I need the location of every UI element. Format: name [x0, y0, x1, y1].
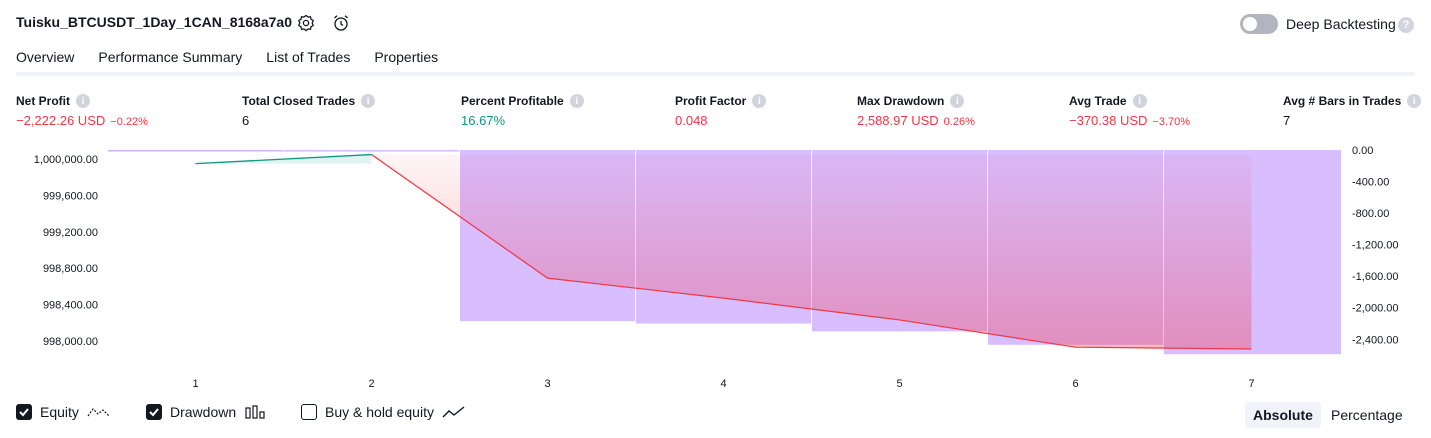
tab-properties[interactable]: Properties — [374, 49, 439, 65]
metric-label: Total Closed Trades — [242, 94, 356, 108]
metric-label: Net Profit — [16, 94, 70, 108]
equity-line-up — [195, 153, 372, 165]
tab-bar: Overview Performance Summary List of Tra… — [16, 49, 439, 76]
equity-label: Equity — [40, 404, 79, 420]
y-right-tick-label: 0.00 — [1352, 145, 1373, 157]
help-icon[interactable]: i — [361, 94, 376, 108]
help-icon[interactable]: i — [569, 94, 584, 108]
y-left-tick-label: 998,000.00 — [43, 336, 98, 348]
x-tick-label: 4 — [720, 378, 726, 390]
equity-gain-area — [195, 154, 372, 164]
tab-list-of-trades[interactable]: List of Trades — [266, 49, 351, 65]
y-right-tick-label: -1,200.00 — [1352, 240, 1398, 252]
tab-performance-summary[interactable]: Performance Summary — [98, 49, 243, 65]
deep-backtesting-label: Deep Backtesting — [1286, 16, 1396, 32]
help-icon[interactable]: i — [1132, 94, 1147, 108]
equity-drawdown-area — [371, 154, 1252, 350]
x-tick-label: 3 — [544, 378, 550, 390]
y-left-tick-label: 999,200.00 — [43, 227, 98, 239]
metric-percent-profitable: Percent Profitable i 16.67% — [461, 94, 584, 128]
metric-percent: −0.22% — [110, 116, 148, 128]
buy-hold-line-icon — [442, 406, 465, 418]
x-tick-label: 7 — [1248, 378, 1254, 390]
help-icon[interactable]: i — [950, 94, 965, 108]
x-tick-label: 1 — [192, 378, 198, 390]
y-right-tick-label: -1,600.00 — [1352, 271, 1398, 283]
y-left-tick-label: 1,000,000.00 — [34, 154, 98, 166]
buy-hold-label: Buy & hold equity — [325, 404, 434, 420]
y-right-tick-label: -2,400.00 — [1352, 334, 1398, 346]
deep-backtesting-toggle[interactable] — [1240, 14, 1278, 34]
help-icon[interactable]: i — [1407, 94, 1422, 108]
checkbox-unchecked[interactable] — [301, 404, 317, 420]
y-left-tick-label: 999,600.00 — [43, 190, 98, 202]
help-icon[interactable]: i — [752, 94, 767, 108]
metric-value: 16.67% — [461, 113, 506, 128]
drawdown-bars-icon — [245, 405, 265, 419]
metric-label: Avg # Bars in Trades — [1283, 94, 1402, 108]
tabs-divider — [16, 72, 1415, 76]
metric-label: Max Drawdown — [857, 94, 945, 108]
metric-net-profit: Net Profit i −2,222.26 USD −0.22% — [16, 94, 148, 128]
metric-value: 0.048 — [675, 113, 708, 128]
x-tick-label: 6 — [1072, 378, 1078, 390]
help-icon[interactable]: ? — [1398, 17, 1414, 33]
metric-label: Percent Profitable — [461, 94, 564, 108]
drawdown-bar — [284, 150, 459, 152]
metric-avg-trade: Avg Trade i −370.38 USD −3.70% — [1069, 94, 1190, 128]
checkbox-checked[interactable] — [146, 404, 162, 420]
drawdown-bar — [108, 150, 284, 152]
y-right-tick-label: -800.00 — [1352, 208, 1389, 220]
y-right-tick-label: -2,000.00 — [1352, 303, 1398, 315]
equity-line-icon — [87, 408, 110, 417]
y-right-tick-label: -400.00 — [1352, 177, 1389, 189]
alarm-clock-icon[interactable] — [331, 13, 351, 33]
equity-drawdown-chart[interactable]: 1,000,000.00 999,600.00 999,200.00 998,800.… — [0, 140, 1431, 395]
metric-label: Profit Factor — [675, 94, 747, 108]
metric-value: 7 — [1283, 113, 1291, 128]
metric-profit-factor: Profit Factor i 0.048 — [675, 94, 767, 128]
checkbox-checked[interactable] — [16, 404, 32, 420]
drawdown-label: Drawdown — [170, 404, 237, 420]
metric-percent: −3.70% — [1152, 116, 1191, 128]
x-tick-label: 2 — [368, 378, 374, 390]
metric-value: 6 — [242, 113, 250, 128]
x-tick-label: 5 — [896, 378, 902, 390]
buy-hold-checkbox[interactable]: Buy & hold equity — [301, 404, 466, 420]
metric-value: −370.38 USD — [1069, 113, 1148, 128]
y-left-tick-label: 998,800.00 — [43, 263, 98, 275]
equity-line-down — [371, 154, 1252, 350]
metric-percent: 0.26% — [943, 116, 975, 128]
percentage-mode-button[interactable]: Percentage — [1331, 407, 1403, 423]
metric-label: Avg Trade — [1069, 94, 1127, 108]
settings-gear-icon[interactable] — [296, 13, 316, 33]
metric-value: 2,588.97 USD — [857, 113, 939, 128]
strategy-title: Tuisku_BTCUSDT_1Day_1CAN_8168a7a0 — [16, 14, 292, 30]
absolute-mode-button[interactable]: Absolute — [1245, 402, 1321, 428]
metric-total-closed-trades: Total Closed Trades i 6 — [242, 94, 376, 128]
help-icon[interactable]: i — [76, 94, 90, 108]
metric-avg-bars-in-trades: Avg # Bars in Trades i 7 — [1283, 94, 1422, 128]
equity-checkbox[interactable]: Equity — [16, 404, 111, 420]
metric-value: −2,222.26 USD — [16, 113, 106, 128]
drawdown-checkbox[interactable]: Drawdown — [146, 404, 266, 420]
y-left-tick-label: 998,400.00 — [43, 299, 98, 311]
metric-max-drawdown: Max Drawdown i 2,588.97 USD 0.26% — [857, 94, 975, 128]
